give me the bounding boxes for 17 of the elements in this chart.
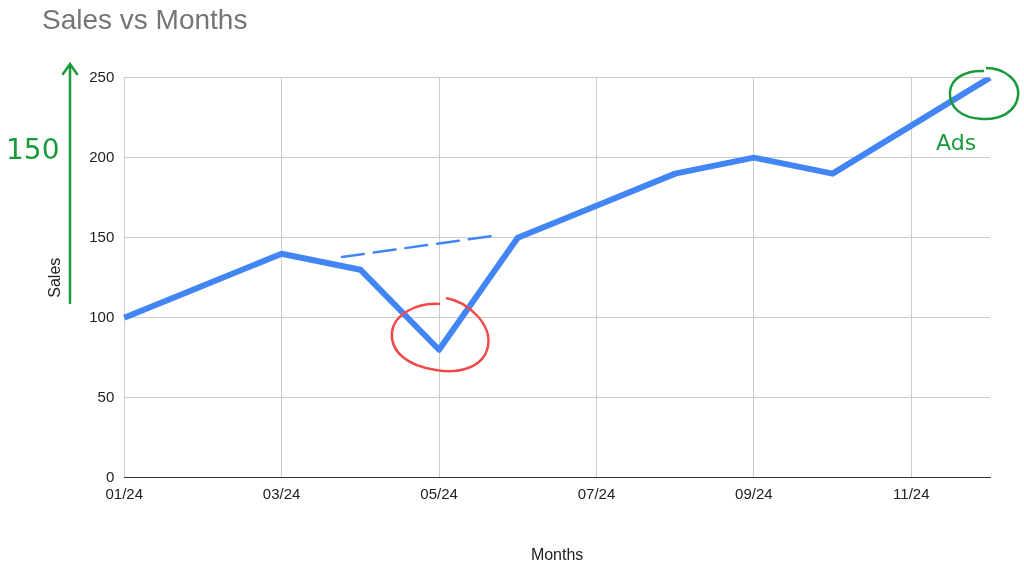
x-tick-label: 09/24 [735, 484, 773, 502]
chart-title: Sales vs Months [42, 3, 248, 35]
y-axis-title: Sales [46, 257, 64, 298]
y-tick-label: 0 [105, 467, 115, 485]
x-axis-title: Months [530, 545, 584, 563]
text: 150 [6, 133, 60, 166]
y-tick-label: 100 [89, 307, 115, 325]
annotation: Ads [936, 130, 977, 155]
x-tick-label: 03/24 [262, 484, 301, 502]
x-tick-label: 05/24 [420, 484, 458, 502]
y-tick-label: 50 [97, 387, 115, 405]
x-tick-label: 11/24 [893, 484, 930, 502]
x-tick-label: 07/24 [577, 484, 616, 502]
y-tick-label: 200 [89, 147, 115, 165]
y-tick-label: 150 [89, 227, 115, 245]
x-tick-label: 01/24 [105, 484, 143, 502]
y-tick-label: 250 [89, 67, 115, 85]
